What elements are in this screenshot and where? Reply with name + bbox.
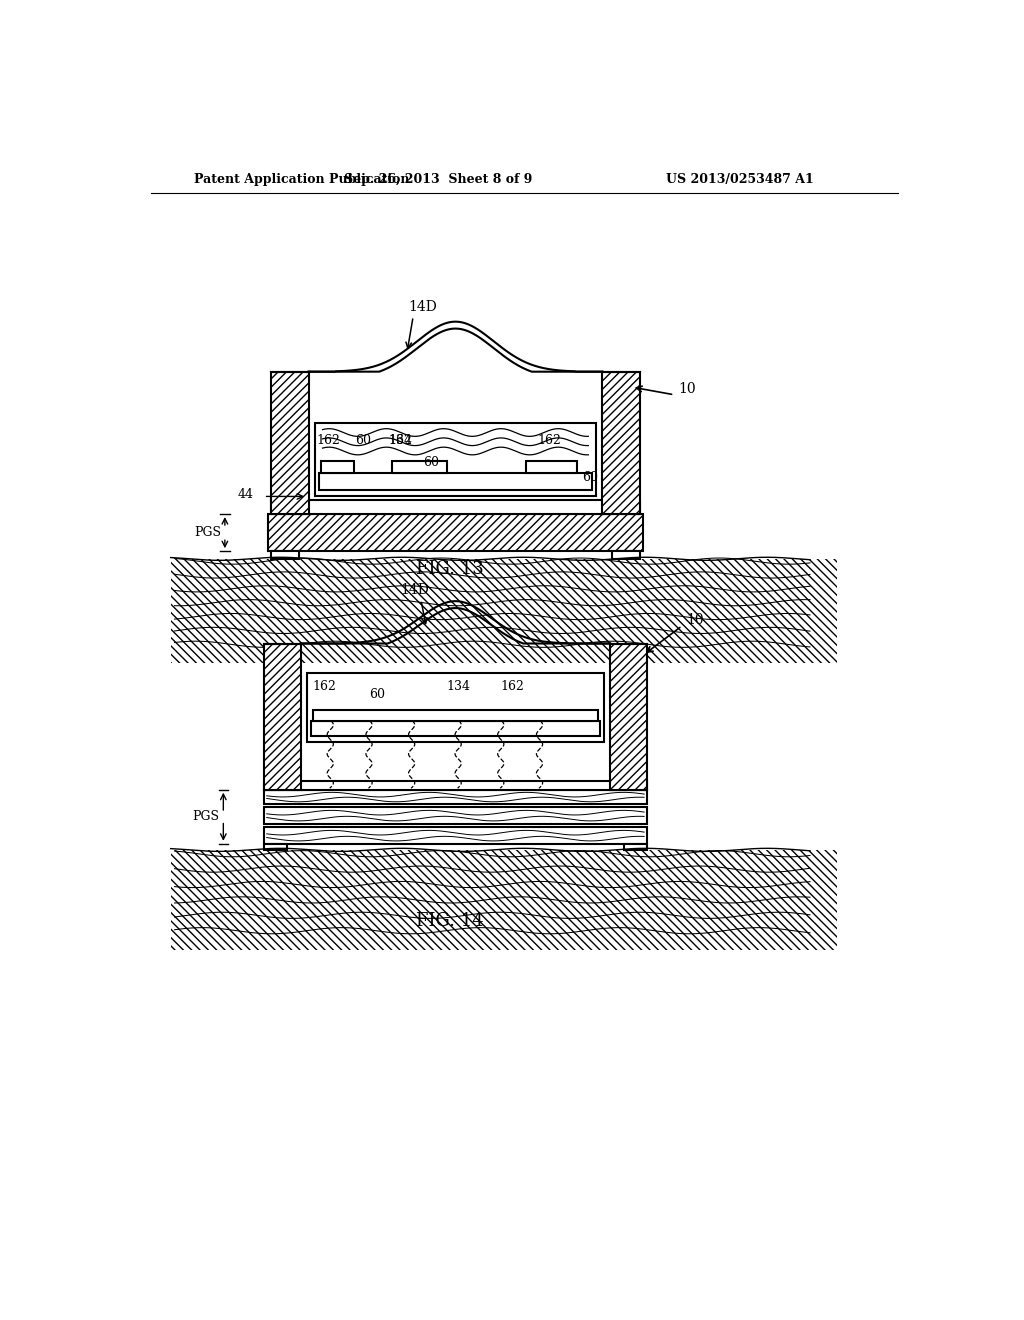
Bar: [313, 710, 598, 721]
Text: 14D: 14D: [409, 300, 437, 314]
Bar: [271, 500, 640, 515]
Bar: [314, 424, 596, 496]
Bar: [263, 843, 287, 850]
Text: 134: 134: [388, 434, 412, 446]
Bar: [263, 644, 301, 789]
Bar: [602, 372, 640, 515]
Text: 162: 162: [538, 434, 561, 446]
Bar: [271, 552, 299, 558]
Text: 14D: 14D: [400, 583, 429, 598]
Bar: [267, 515, 643, 552]
Bar: [271, 372, 308, 515]
Bar: [263, 644, 301, 789]
Bar: [263, 780, 647, 789]
Bar: [526, 461, 577, 474]
Bar: [321, 461, 353, 474]
Text: 162: 162: [388, 434, 412, 446]
Bar: [392, 461, 446, 474]
Text: 162: 162: [316, 434, 341, 446]
Bar: [171, 558, 838, 663]
Text: 10: 10: [678, 383, 696, 396]
Text: Sep. 26, 2013  Sheet 8 of 9: Sep. 26, 2013 Sheet 8 of 9: [344, 173, 532, 186]
Bar: [311, 721, 600, 737]
Bar: [171, 850, 838, 950]
Bar: [271, 372, 308, 515]
Bar: [263, 789, 647, 804]
Bar: [602, 372, 640, 515]
Bar: [610, 644, 647, 789]
Text: 134: 134: [446, 680, 470, 693]
Bar: [610, 644, 647, 789]
Text: PGS: PGS: [194, 527, 221, 539]
Text: 60: 60: [423, 457, 439, 470]
Text: FIG. 13: FIG. 13: [416, 560, 483, 578]
Bar: [263, 826, 647, 843]
Bar: [307, 673, 604, 742]
Text: PGS: PGS: [193, 810, 219, 824]
Bar: [267, 515, 643, 552]
Text: 162: 162: [501, 680, 524, 693]
Text: 60: 60: [355, 434, 371, 446]
Text: US 2013/0253487 A1: US 2013/0253487 A1: [667, 173, 814, 186]
Bar: [263, 807, 647, 824]
Text: 10: 10: [686, 614, 703, 627]
Bar: [318, 474, 592, 490]
Text: Patent Application Publication: Patent Application Publication: [194, 173, 410, 186]
Text: 60: 60: [369, 688, 385, 701]
Text: 162: 162: [312, 680, 336, 693]
Bar: [612, 552, 640, 558]
Text: 60: 60: [583, 471, 598, 483]
Text: FIG. 14: FIG. 14: [416, 912, 483, 929]
Bar: [624, 843, 647, 850]
Text: 44: 44: [238, 487, 254, 500]
